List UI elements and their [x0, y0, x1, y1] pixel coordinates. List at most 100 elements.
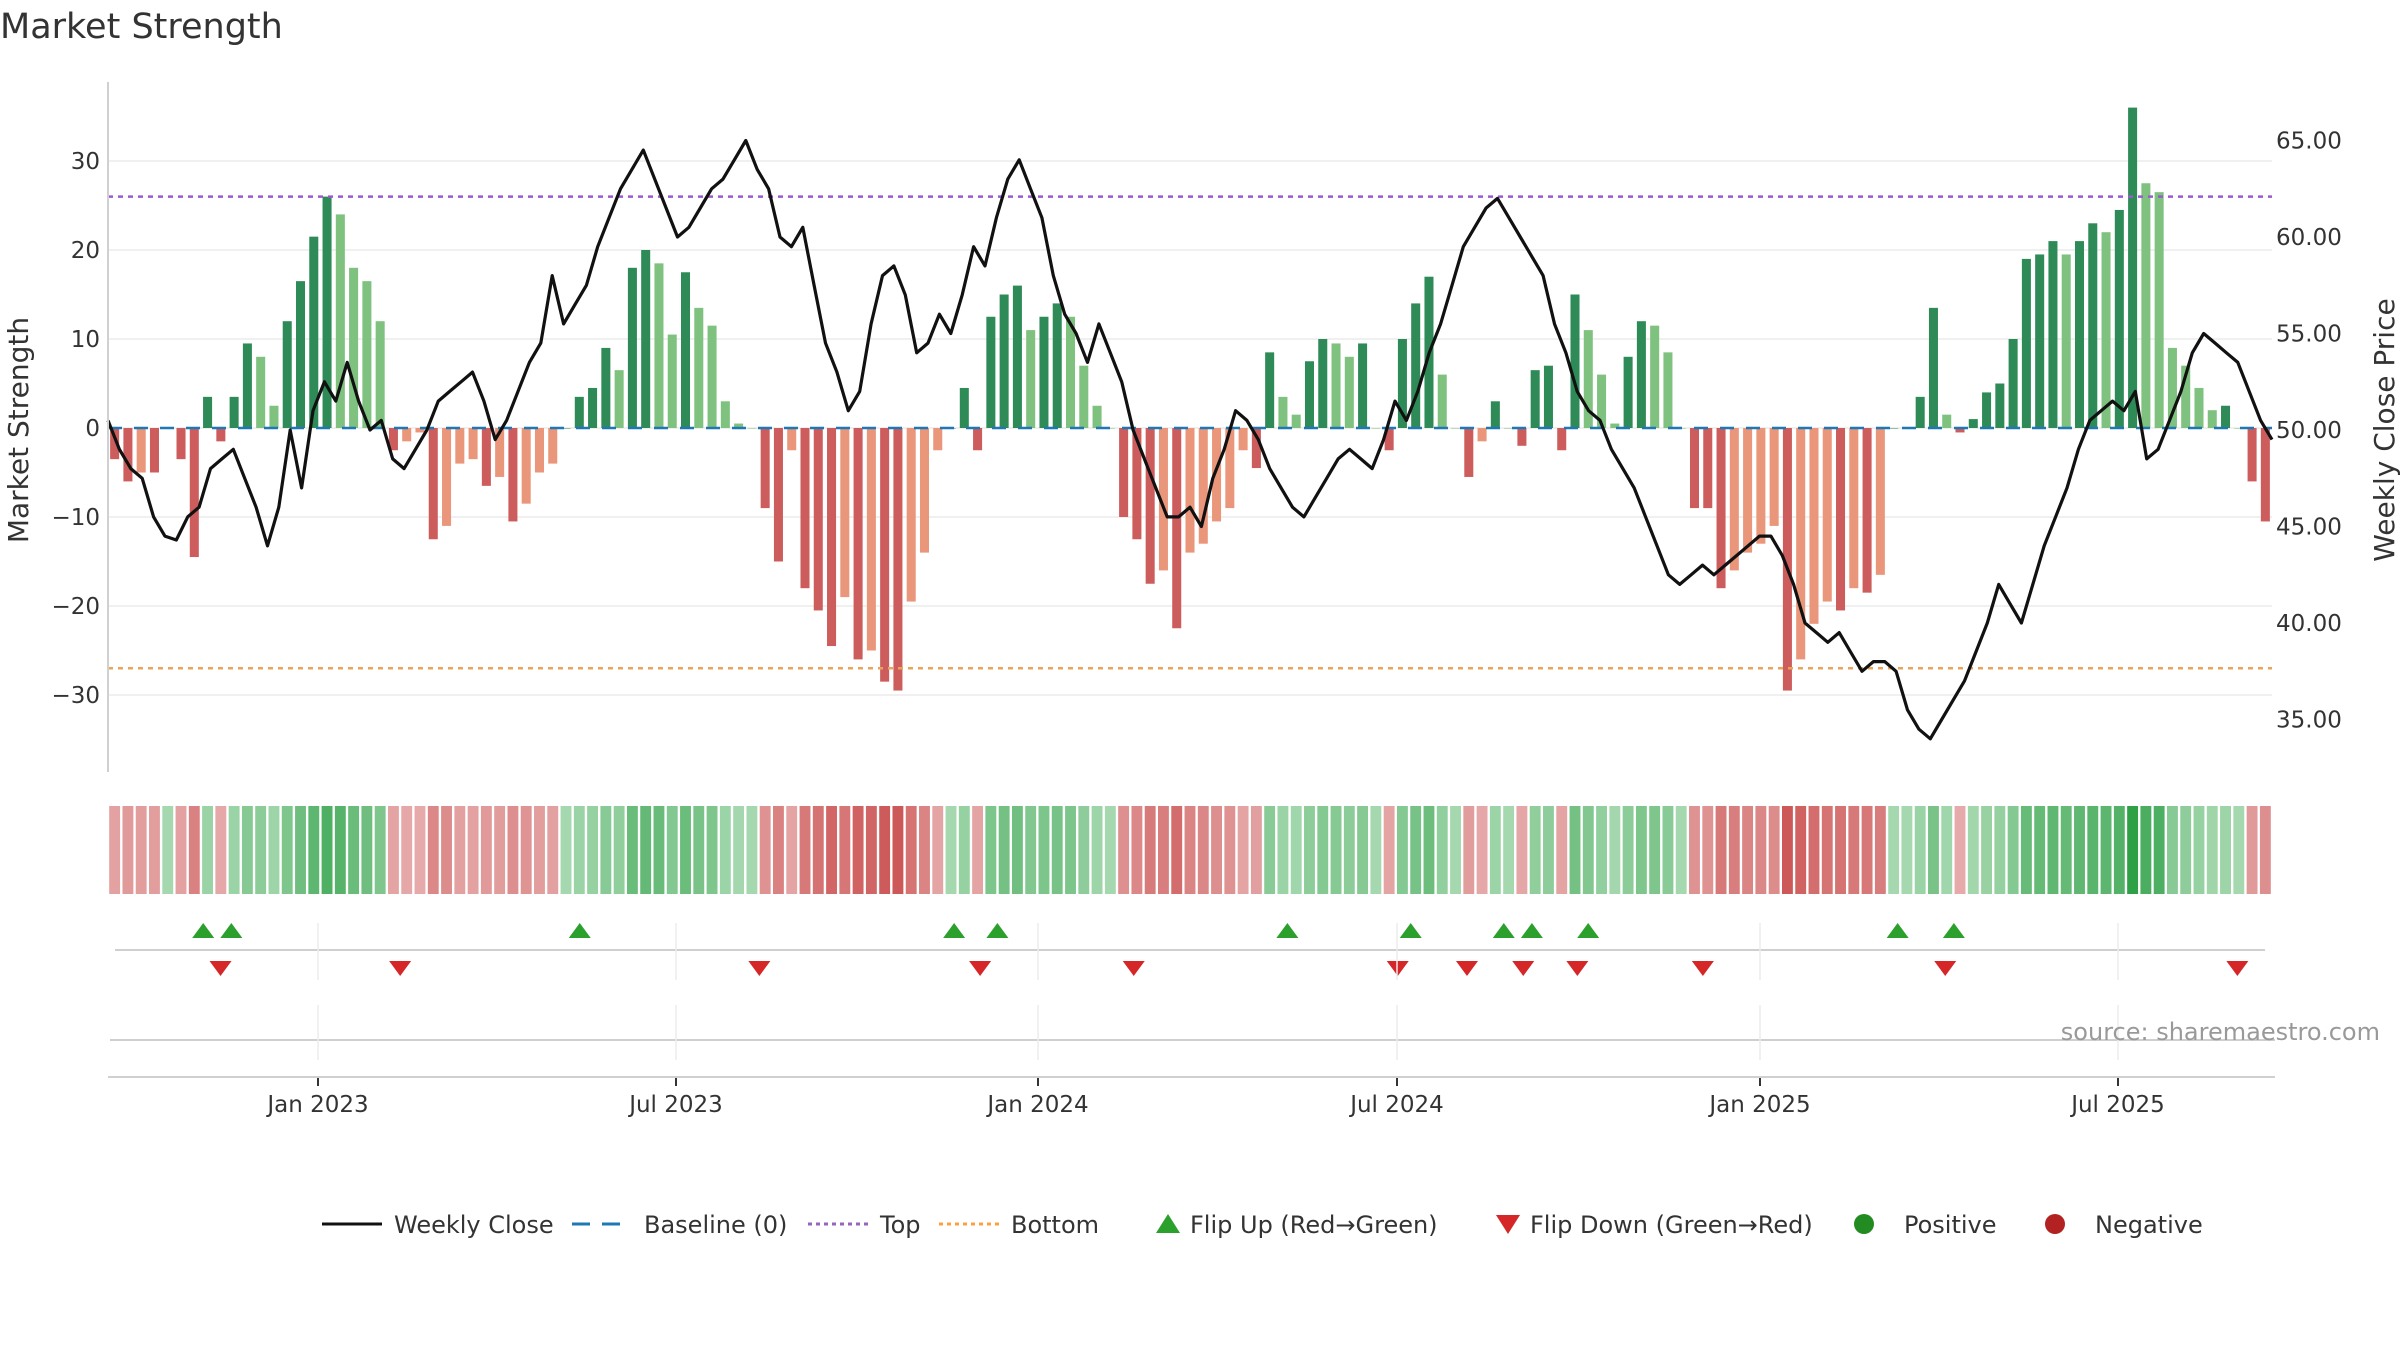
strength-bar [1397, 339, 1407, 428]
heat-cell [175, 806, 187, 894]
heat-cell [1728, 806, 1740, 894]
heat-cell [188, 806, 200, 894]
flip-down-marker [1934, 961, 1957, 976]
strength-bar [548, 428, 558, 464]
heat-cell [905, 806, 917, 894]
heat-cell [573, 806, 585, 894]
flip-up-marker [1520, 923, 1543, 938]
strength-bar [1119, 428, 1129, 517]
flip-down-marker [748, 961, 771, 976]
heat-cell [1383, 806, 1395, 894]
heat-cell [1304, 806, 1315, 894]
legend: Weekly Close Baseline (0) Top Bottom Flip Up… [322, 1211, 2203, 1239]
heat-cell [1436, 806, 1448, 894]
axes: 30 20 10 0 −10 −20 −30 65.00 60.00 55.00 50.00 45.0… [2, 82, 2400, 772]
heat-cell [228, 806, 240, 894]
strength-bar [534, 428, 544, 473]
strength-bar [349, 267, 359, 428]
strength-bar [2181, 365, 2191, 428]
heat-cell [2100, 806, 2112, 894]
heat-cell [2047, 806, 2059, 894]
x-tick-label: Jul 2025 [2069, 1092, 2165, 1118]
heat-cell [467, 806, 479, 894]
heat-cell [1051, 806, 1063, 894]
heat-cell [1078, 806, 1090, 894]
strength-bar [1451, 428, 1461, 429]
heat-cell [826, 806, 837, 894]
left-tick-label: 10 [71, 327, 100, 353]
strength-bar [1849, 428, 1859, 589]
heat-cell [812, 806, 824, 894]
strength-bar [2128, 107, 2138, 428]
strength-bar [1636, 321, 1646, 428]
legend-label: Weekly Close [394, 1211, 554, 1239]
flip-down-marker [1455, 961, 1478, 976]
heat-cell [1649, 806, 1661, 894]
heat-cell [149, 806, 160, 894]
heat-cell [1835, 806, 1846, 894]
strength-bar [2154, 192, 2164, 428]
heat-cell [441, 806, 452, 894]
heat-cell [1861, 806, 1873, 894]
strength-bar [362, 281, 372, 428]
heat-cell [1848, 806, 1860, 894]
heat-cell [1516, 806, 1528, 894]
right-tick-label: 45.00 [2276, 515, 2342, 541]
flip-down-marker [969, 961, 992, 976]
heat-cell [1237, 806, 1249, 894]
strength-bar [1995, 383, 2005, 428]
strength-bar [919, 428, 929, 553]
heat-cell [998, 806, 1010, 894]
heat-cell [2060, 806, 2072, 894]
strength-bar [1729, 428, 1739, 571]
heat-cell [2007, 806, 2019, 894]
legend-label: Negative [2095, 1211, 2203, 1239]
strength-bar [787, 428, 797, 451]
strength-bar [1796, 428, 1806, 660]
strength-bar [1756, 428, 1766, 544]
strength-bar [1663, 352, 1673, 428]
heat-cell [1264, 806, 1276, 894]
strength-bar [1145, 428, 1155, 584]
heat-cell [1171, 806, 1183, 894]
strength-bar [1278, 396, 1288, 428]
strength-bar [2114, 209, 2124, 428]
heat-cell [1582, 806, 1594, 894]
legend-swatch [1496, 1215, 1520, 1234]
strength-bar [282, 321, 292, 428]
heat-cell [162, 806, 174, 894]
heat-cell [2220, 806, 2231, 894]
strength-bar [402, 428, 412, 442]
heat-cell [600, 806, 612, 894]
left-tick-label: 20 [71, 238, 100, 264]
x-tick-label: Jul 2023 [627, 1092, 723, 1118]
strength-bar [667, 334, 677, 428]
heat-cell [374, 806, 386, 894]
flip-up-marker [220, 923, 243, 938]
heat-cell [401, 806, 413, 894]
heat-cell [295, 806, 306, 894]
heat-cell [653, 806, 665, 894]
heat-cell [1065, 806, 1076, 894]
strength-bar [1344, 356, 1354, 428]
strength-bar [1836, 428, 1846, 611]
flip-up-marker [986, 923, 1009, 938]
strength-bar [1437, 374, 1447, 428]
heat-cell [1211, 806, 1222, 894]
heat-cell [1874, 806, 1886, 894]
heat-cell [1755, 806, 1767, 894]
threshold-lines [108, 195, 2272, 670]
flip-down-marker [389, 961, 412, 976]
strength-bar [1610, 423, 1620, 428]
heat-cell [2020, 806, 2032, 894]
flip-up-marker [1399, 923, 1422, 938]
strength-bar [242, 343, 252, 428]
heat-cell [1768, 806, 1780, 894]
heat-cell [534, 806, 545, 894]
strength-bar [1557, 428, 1567, 451]
strength-bar [1928, 307, 1938, 428]
heat-cell [1330, 806, 1342, 894]
heat-cell [640, 806, 652, 894]
strength-bar [1477, 428, 1487, 442]
